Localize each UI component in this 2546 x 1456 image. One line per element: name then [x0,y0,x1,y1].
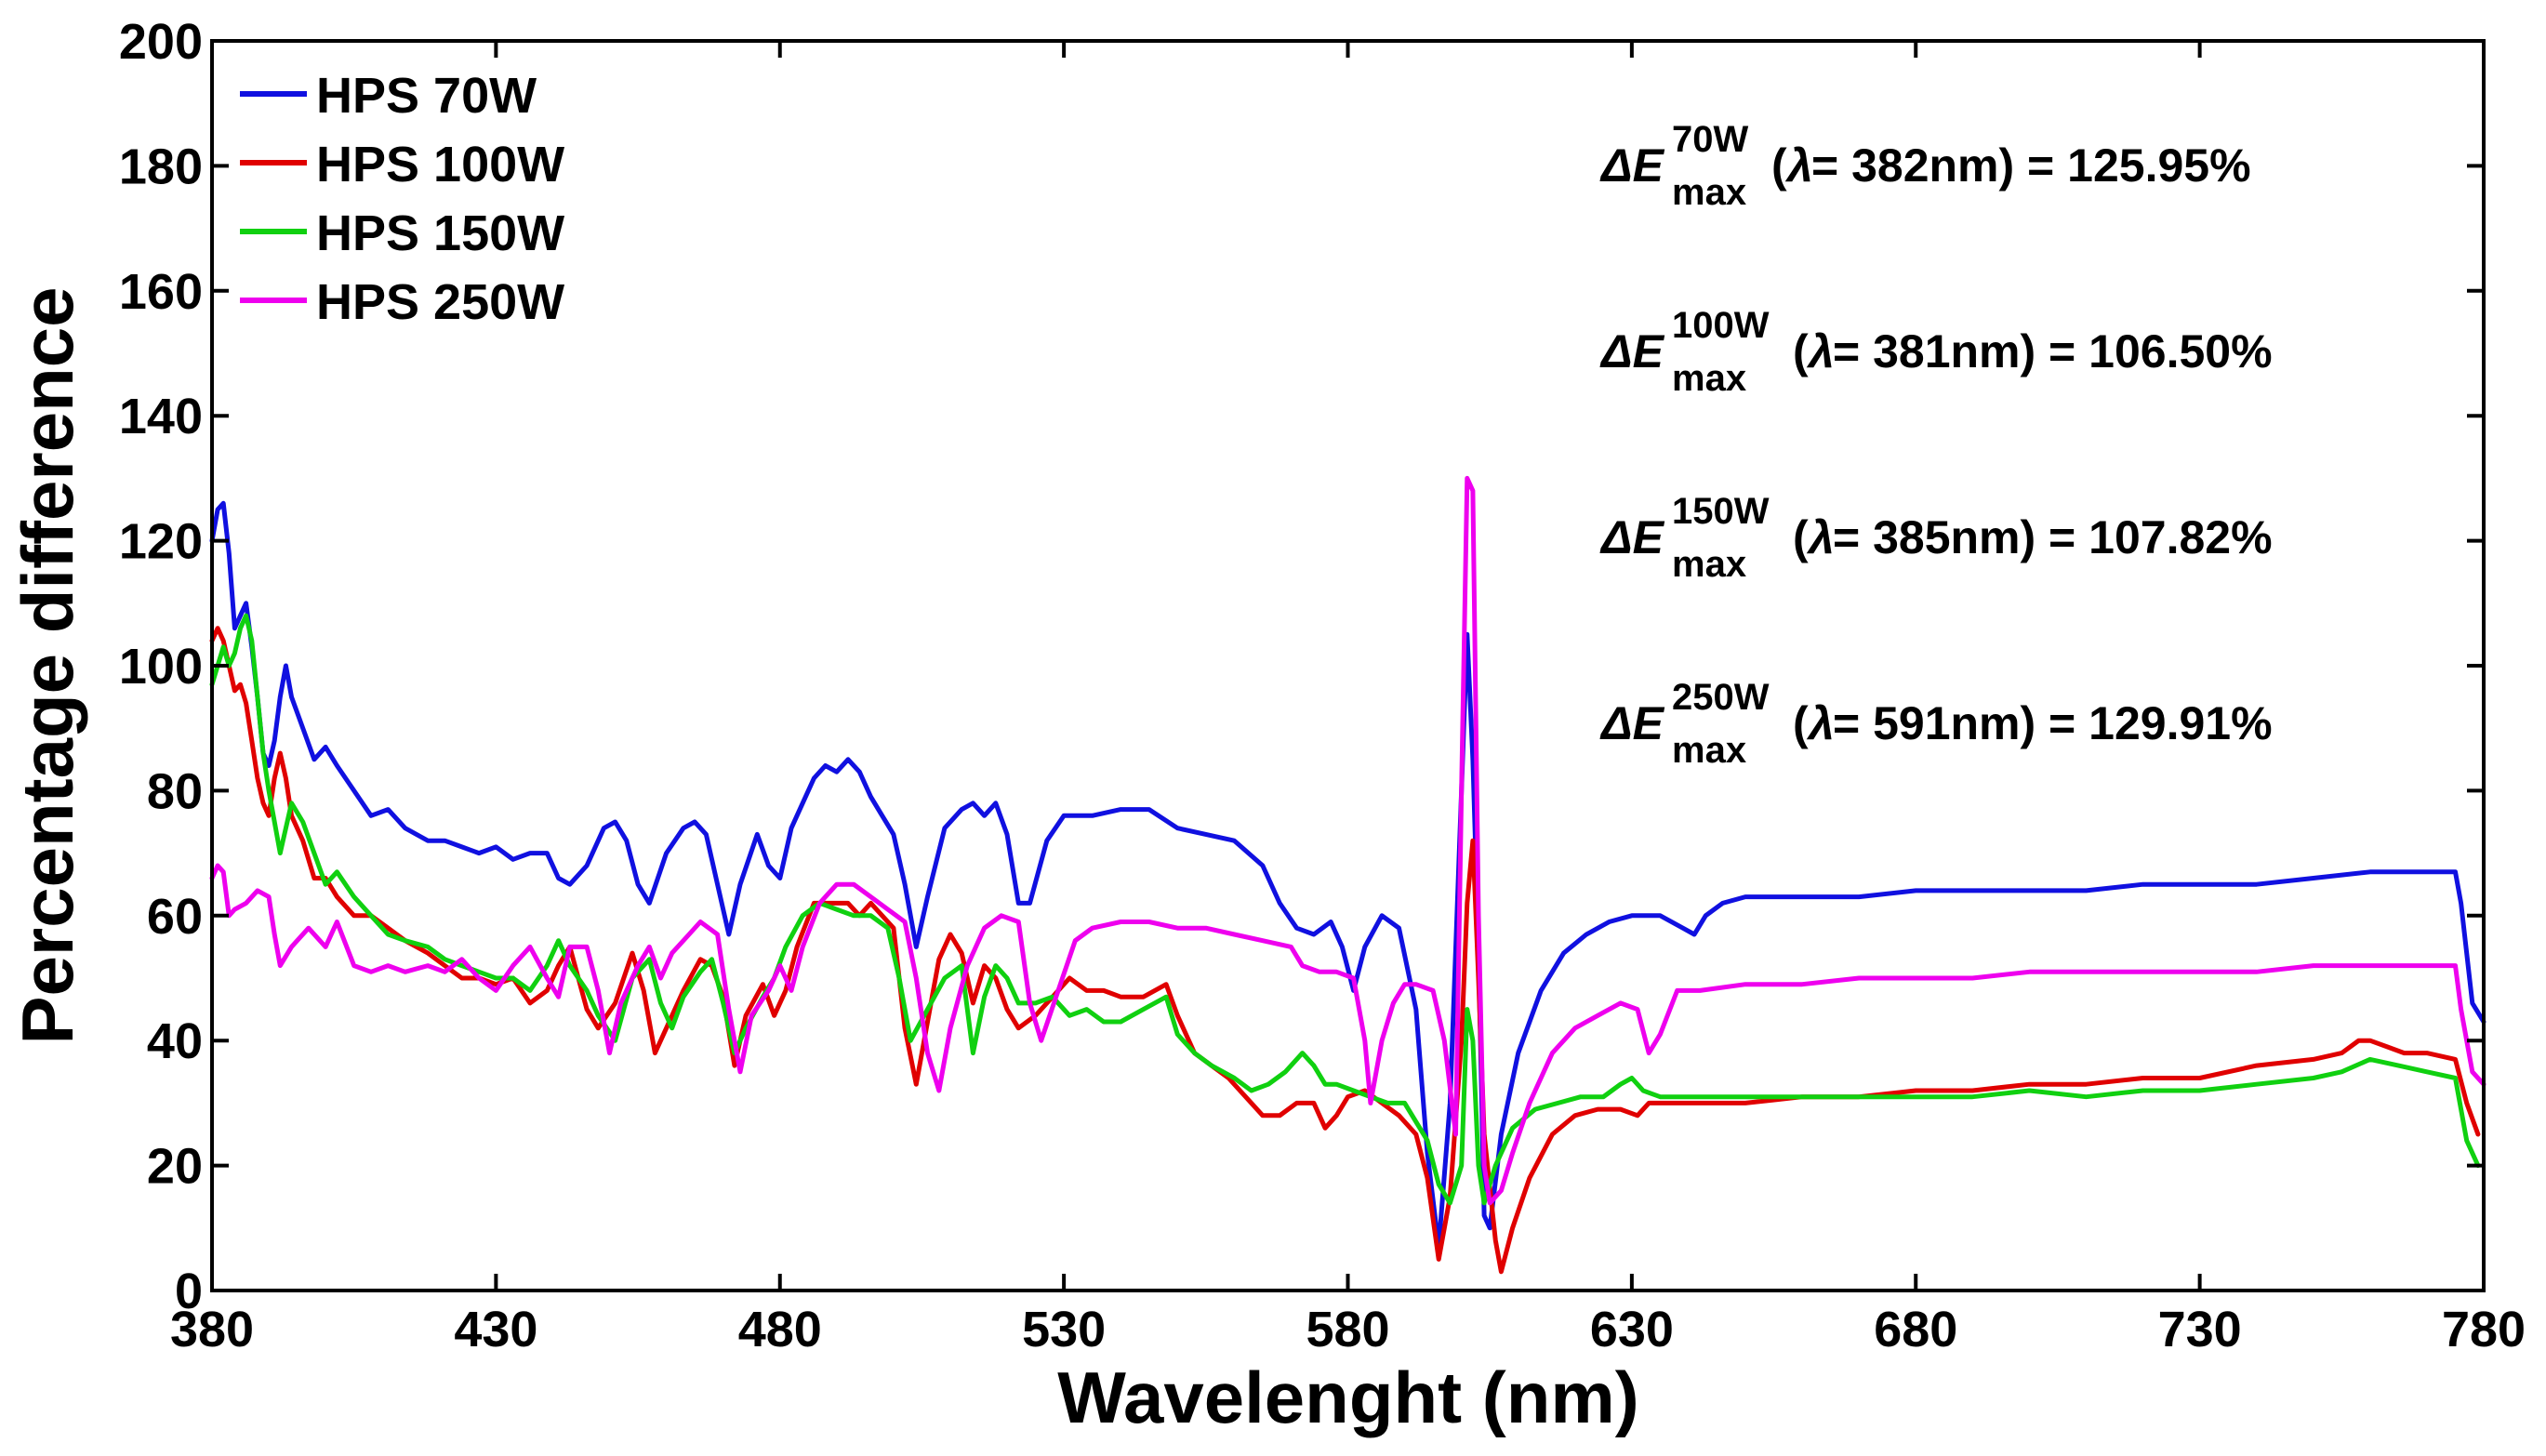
annotation-70w-subscript: max [1672,172,1746,213]
annotation-250w-delta: ΔE [1599,697,1665,749]
annotation-150w-lambda: λ [1806,511,1835,563]
annotation-70w: ΔE 70W max ( λ = 382nm) = 125.95% [1599,119,2251,213]
y-tick-label-0: 0 [175,1264,203,1319]
annotation-150w: ΔE 150W max ( λ = 385nm) = 107.82% [1599,491,2273,585]
annotation-70w-paren: ( [1771,139,1787,192]
annotation-250w-superscript: 250W [1672,677,1770,718]
annotation-100w-value: = 381nm) = 106.50% [1833,325,2273,377]
y-tick-label-140: 140 [119,389,203,444]
legend-label-hps-250w: HPS 250W [316,274,564,330]
legend-label-hps-150w: HPS 150W [316,205,564,261]
annotation-150w-value: = 385nm) = 107.82% [1833,511,2273,563]
series-line-hps-150w [209,613,2481,1206]
annotation-70w-delta: ΔE [1599,139,1665,192]
annotation-100w-delta: ΔE [1599,325,1665,377]
legend: HPS 70W HPS 100W HPS 150W HPS 250W [240,68,564,330]
series-line-hps-250w [209,475,2486,1206]
x-tick-label-680: 680 [1874,1302,1957,1357]
annotation-150w-subscript: max [1672,544,1746,585]
y-tick-label-120: 120 [119,514,203,570]
annotation-70w-superscript: 70W [1672,119,1748,160]
annotation-250w-subscript: max [1672,730,1746,771]
annotation-100w-subscript: max [1672,358,1746,399]
annotation-150w-superscript: 150W [1672,491,1770,532]
annotation-150w-delta: ΔE [1599,511,1665,563]
x-tick-label-530: 530 [1022,1302,1106,1357]
x-tick-label-630: 630 [1590,1302,1674,1357]
y-tick-label-100: 100 [119,639,203,695]
legend-label-hps-100w: HPS 100W [316,137,564,192]
annotation-150w-paren: ( [1793,511,1809,563]
x-tick-label-380: 380 [170,1302,254,1357]
y-tick-label-80: 80 [147,763,203,819]
annotations: ΔE 70W max ( λ = 382nm) = 125.95% ΔE 100… [1599,119,2273,771]
annotation-250w-paren: ( [1793,697,1809,749]
legend-label-hps-70w: HPS 70W [316,68,537,124]
y-tick-label-40: 40 [147,1013,203,1069]
x-axis-title: Wavelenght (nm) [1057,1357,1638,1438]
series-line-hps-70w [209,500,2486,1250]
annotation-100w-lambda: λ [1806,325,1835,377]
annotation-70w-value: = 382nm) = 125.95% [1811,139,2251,192]
x-tick-label-780: 780 [2442,1302,2526,1357]
annotation-100w: ΔE 100W max ( λ = 381nm) = 106.50% [1599,305,2273,399]
x-tick-label-430: 430 [454,1302,537,1357]
annotation-100w-superscript: 100W [1672,305,1770,346]
ticks-layer: 380 430 480 530 580 630 680 730 780 0 20 40 60 80 100 1… [119,14,2526,1357]
annotation-100w-paren: ( [1793,325,1809,377]
x-tick-label-730: 730 [2158,1302,2242,1357]
y-tick-label-160: 160 [119,264,203,320]
annotation-250w-lambda: λ [1806,697,1835,749]
x-tick-label-480: 480 [738,1302,822,1357]
y-tick-label-60: 60 [147,889,203,945]
annotation-250w: ΔE 250W max ( λ = 591nm) = 129.91% [1599,677,2273,771]
y-axis-title: Percentage difference [7,286,88,1044]
annotation-70w-lambda: λ [1784,139,1813,192]
y-tick-label-20: 20 [147,1139,203,1195]
y-tick-label-180: 180 [119,139,203,194]
annotation-250w-value: = 591nm) = 129.91% [1833,697,2273,749]
x-tick-label-580: 580 [1306,1302,1389,1357]
y-tick-label-200: 200 [119,14,203,70]
series-layer [209,475,2486,1275]
